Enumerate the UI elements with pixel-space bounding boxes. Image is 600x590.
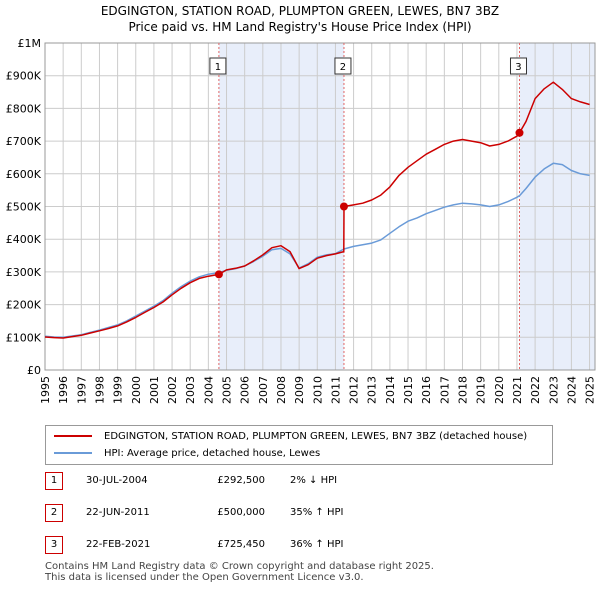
sale-date: 22-FEB-2021 [86, 539, 151, 550]
y-tick-label: £600K [6, 168, 42, 181]
sale-date: 22-JUN-2011 [86, 507, 150, 518]
sale-number-badge: 3 [45, 536, 63, 554]
price-chart: £0 £100K £200K £300K £400K £500K £600K £700K £80… [6, 37, 597, 404]
x-tick-label: 2022 [529, 376, 542, 404]
footer-licence: This data is licensed under the Open Gov… [45, 572, 364, 583]
x-tick-label: 2013 [366, 376, 379, 404]
x-tick-label: 2018 [456, 376, 469, 404]
legend-property-swatch [54, 435, 92, 437]
chart-subtitle: Price paid vs. HM Land Registry's House … [128, 20, 472, 34]
x-tick-label: 2015 [402, 376, 415, 404]
sale-price: £292,500 [217, 475, 265, 486]
sale-label-box [209, 57, 227, 75]
x-tick-label: 2014 [384, 376, 397, 404]
y-tick-label: £700K [6, 135, 42, 148]
x-tick-label: 2006 [239, 376, 252, 404]
x-tick-label: 2009 [293, 376, 306, 404]
sale-label-box [509, 57, 527, 75]
y-tick-label: £100K [6, 331, 42, 344]
x-tick-label: 2010 [311, 376, 324, 404]
x-tick-label: 1996 [57, 376, 70, 404]
sale-hpi-comparison: 36% ↑ HPI [290, 539, 344, 550]
sale-point [515, 128, 524, 137]
table-row: 3 22-FEB-2021 £725,450 36% ↑ HPI [45, 536, 585, 554]
plot-frame [44, 42, 596, 371]
legend: EDGINGTON, STATION ROAD, PLUMPTON GREEN,… [45, 425, 553, 465]
x-tick-label: 2011 [329, 376, 342, 404]
sale-label-text: 3 [515, 62, 521, 73]
x-tick-label: 2025 [584, 376, 597, 404]
x-tick-label: 2012 [348, 376, 361, 404]
legend-hpi-label: HPI: Average price, detached house, Lewe… [104, 447, 321, 459]
legend-hpi-swatch [54, 452, 92, 454]
sale-number-badge: 1 [45, 472, 63, 490]
x-tick-label: 2021 [511, 376, 524, 404]
x-tick-label: 2016 [420, 376, 433, 404]
x-tick-label: 2008 [275, 376, 288, 404]
sale-hpi-comparison: 35% ↑ HPI [290, 507, 344, 518]
x-tick-label: 2005 [221, 376, 234, 404]
y-tick-label: £900K [6, 70, 42, 83]
y-tick-label: £300K [6, 266, 42, 279]
table-row: 2 22-JUN-2011 £500,000 35% ↑ HPI [45, 504, 585, 522]
legend-item-hpi: HPI: Average price, detached house, Lewe… [54, 446, 320, 460]
y-tick-label: £1M [18, 37, 42, 50]
hpi-series-line [44, 162, 590, 339]
y-tick-label: £500K [6, 201, 42, 214]
x-tick-label: 2004 [202, 376, 215, 404]
x-tick-label: 2002 [166, 376, 179, 404]
y-tick-label: £400K [6, 233, 42, 246]
legend-property-label: EDGINGTON, STATION ROAD, PLUMPTON GREEN,… [104, 430, 528, 442]
table-row: 1 30-JUL-2004 £292,500 2% ↓ HPI [45, 472, 585, 490]
x-tick-label: 2007 [257, 376, 270, 404]
x-tick-label: 2019 [475, 376, 488, 404]
x-tick-label: 2017 [438, 376, 451, 404]
y-tick-label: £800K [6, 102, 42, 115]
x-tick-label: 1999 [112, 376, 125, 404]
sale-price: £725,450 [217, 539, 265, 550]
footer-copyright: Contains HM Land Registry data © Crown c… [45, 561, 434, 572]
x-tick-label: 2023 [547, 376, 560, 404]
footer: Contains HM Land Registry data © Crown c… [45, 561, 434, 583]
sale-date: 30-JUL-2004 [86, 475, 148, 486]
sale-point [214, 270, 223, 279]
y-tick-label: £200K [6, 299, 42, 312]
x-tick-label: 2024 [565, 376, 578, 404]
y-tick-label: £0 [27, 364, 41, 377]
sale-point [339, 202, 348, 211]
x-tick-label: 2020 [493, 376, 506, 404]
sale-label-text: 2 [340, 62, 346, 73]
x-tick-label: 1997 [75, 376, 88, 404]
sale-hpi-comparison: 2% ↓ HPI [290, 475, 338, 486]
x-tick-label: 1998 [93, 376, 106, 404]
property-series-line [44, 81, 590, 339]
x-tick-label: 2003 [184, 376, 197, 404]
chart-title: EDGINGTON, STATION ROAD, PLUMPTON GREEN,… [100, 4, 500, 18]
sale-label-text: 1 [215, 62, 221, 73]
legend-item-property: EDGINGTON, STATION ROAD, PLUMPTON GREEN,… [54, 429, 527, 443]
x-tick-label: 1995 [39, 376, 52, 404]
sale-number-badge: 2 [45, 504, 63, 522]
x-tick-label: 2000 [130, 376, 143, 404]
sale-label-box [334, 57, 352, 75]
sale-price: £500,000 [217, 507, 265, 518]
x-tick-label: 2001 [148, 376, 161, 404]
